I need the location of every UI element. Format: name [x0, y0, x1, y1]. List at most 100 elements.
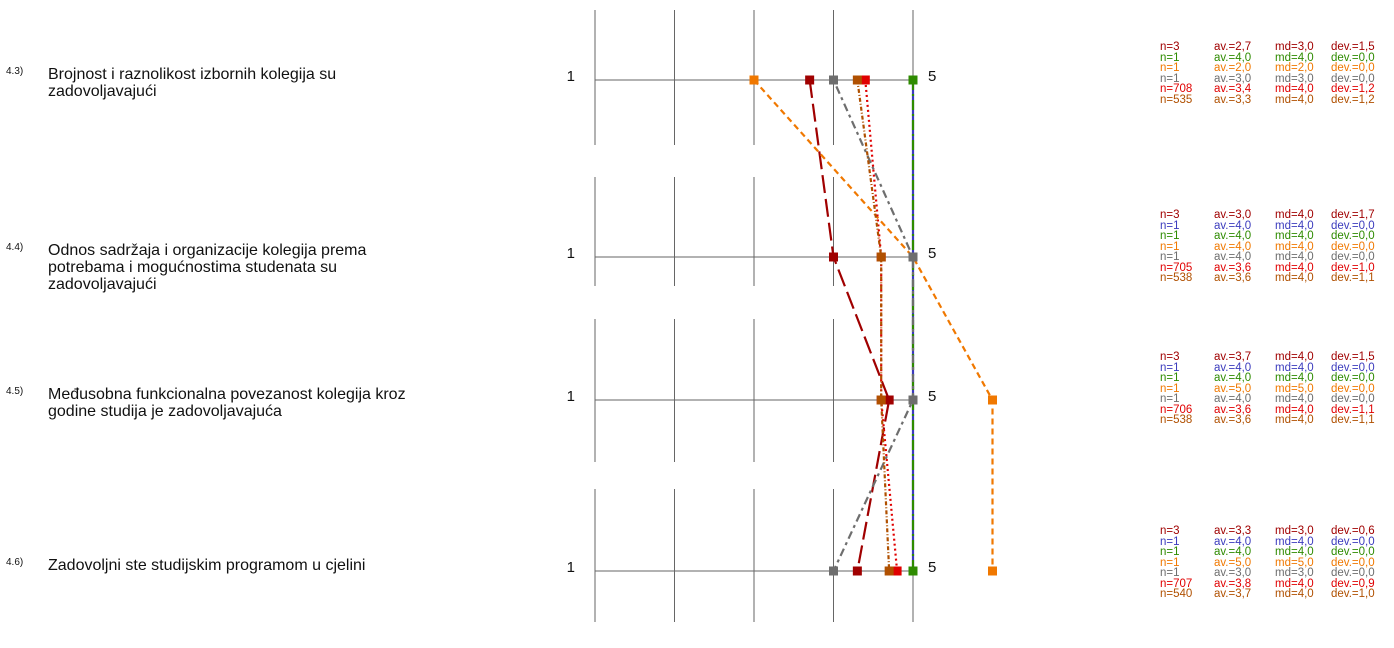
- stat-deviation: dev.=0,0: [1331, 219, 1375, 232]
- stat-average: av.=4,0: [1214, 219, 1252, 232]
- stat-deviation: dev.=0,0: [1331, 361, 1375, 374]
- stats-block: n=3 av.=3,3 md=3,0 dev.=0,6 n=1 av.=4,0 md=4,0…: [1160, 526, 1381, 600]
- question-number: 4.3): [6, 66, 24, 77]
- question-text: Međusobna funkcionalna povezanost kolegi…: [48, 386, 406, 420]
- series-marker: [908, 75, 918, 85]
- stat-median: md=4,0: [1275, 403, 1314, 416]
- stats-line: n=1 av.=4,0 md=4,0 dev.=0,0: [1160, 373, 1381, 384]
- stats-block: n=3 av.=2,7 md=3,0 dev.=1,5 n=1 av.=4,0 md=4,0…: [1160, 42, 1381, 105]
- stat-average: av.=4,0: [1214, 230, 1252, 242]
- question-number: 4.4): [6, 242, 24, 253]
- question-text: Brojnost i raznolikost izbornih kolegija…: [48, 66, 337, 100]
- series-line: [856, 79, 891, 572]
- stat-median: md=4,0: [1275, 219, 1314, 232]
- stat-median: md=4,0: [1275, 230, 1314, 242]
- stat-average: av.=3,0: [1214, 72, 1252, 85]
- stat-n: n=1: [1160, 556, 1180, 569]
- stat-deviation: dev.=0,0: [1331, 72, 1375, 85]
- stat-average: av.=3,0: [1214, 209, 1252, 221]
- stat-n: n=3: [1160, 209, 1180, 221]
- series-marker: [892, 566, 902, 576]
- stat-n: n=1: [1160, 567, 1180, 579]
- stats-line: n=1 av.=4,0 md=4,0 dev.=0,0: [1160, 394, 1381, 405]
- stat-n: n=1: [1160, 240, 1180, 253]
- stats-line: n=540 av.=3,7 md=4,0 dev.=1,0: [1160, 589, 1381, 600]
- stat-average: av.=3,7: [1214, 351, 1252, 363]
- stat-deviation: dev.=0,0: [1331, 372, 1375, 384]
- stat-n: n=1: [1160, 382, 1180, 395]
- stat-median: md=4,0: [1275, 51, 1314, 64]
- stat-average: av.=3,3: [1214, 93, 1252, 106]
- series-marker: [988, 395, 997, 405]
- stat-median: md=4,0: [1275, 251, 1314, 263]
- stats-line: n=3 av.=3,0 md=4,0 dev.=1,7: [1160, 210, 1381, 221]
- stats-line: n=706 av.=3,6 md=4,0 dev.=1,1: [1160, 403, 1381, 416]
- stat-n: n=707: [1160, 577, 1193, 590]
- stat-n: n=535: [1160, 93, 1193, 106]
- stat-n: n=1: [1160, 219, 1180, 232]
- stat-deviation: dev.=1,1: [1331, 272, 1375, 284]
- stats-line: n=705 av.=3,6 md=4,0 dev.=1,0: [1160, 261, 1381, 274]
- stat-average: av.=5,0: [1214, 382, 1252, 395]
- stat-median: md=3,0: [1275, 567, 1314, 579]
- stat-n: n=1: [1160, 535, 1180, 548]
- stats-line: n=1 av.=3,0 md=3,0 dev.=0,0: [1160, 72, 1381, 85]
- stat-average: av.=3,7: [1214, 588, 1252, 600]
- stats-line: n=538 av.=3,6 md=4,0 dev.=1,1: [1160, 415, 1381, 426]
- stat-median: md=4,0: [1275, 351, 1314, 363]
- stat-n: n=538: [1160, 272, 1193, 284]
- stat-deviation: dev.=1,5: [1331, 41, 1375, 53]
- stat-deviation: dev.=1,1: [1331, 403, 1375, 416]
- stats-line: n=1 av.=4,0 md=4,0 dev.=0,0: [1160, 51, 1381, 64]
- series-marker: [852, 75, 862, 85]
- stat-average: av.=4,0: [1214, 535, 1252, 548]
- stats-line: n=1 av.=4,0 md=4,0 dev.=0,0: [1160, 240, 1381, 253]
- stat-n: n=1: [1160, 72, 1180, 85]
- stat-median: md=4,0: [1275, 93, 1314, 106]
- series-marker: [749, 75, 759, 85]
- stat-average: av.=4,0: [1214, 240, 1252, 253]
- question-text: Zadovoljni ste studijskim programom u cj…: [48, 557, 366, 574]
- stat-average: av.=4,0: [1214, 546, 1252, 558]
- stat-n: n=1: [1160, 62, 1180, 74]
- scale-min-label: 1: [567, 68, 575, 85]
- stat-deviation: dev.=0,0: [1331, 240, 1375, 253]
- scale-min-label: 1: [567, 559, 575, 576]
- stat-deviation: dev.=1,1: [1331, 414, 1375, 426]
- stat-median: md=4,0: [1275, 535, 1314, 548]
- series-marker: [829, 566, 838, 576]
- stat-n: n=1: [1160, 361, 1180, 374]
- stat-median: md=4,0: [1275, 393, 1314, 405]
- question-text: Odnos sadržaja i organizacije kolegija p…: [48, 242, 367, 293]
- stat-n: n=540: [1160, 588, 1193, 600]
- series-marker: [860, 75, 870, 85]
- stat-average: av.=3,6: [1214, 403, 1252, 416]
- stat-average: av.=4,0: [1214, 251, 1252, 263]
- stat-deviation: dev.=0,9: [1331, 577, 1375, 590]
- stats-line: n=1 av.=4,0 md=4,0 dev.=0,0: [1160, 361, 1381, 374]
- stats-line: n=3 av.=3,3 md=3,0 dev.=0,6: [1160, 526, 1381, 537]
- scale-max-label: 5: [928, 245, 936, 262]
- stat-median: md=3,0: [1275, 525, 1314, 537]
- stat-n: n=1: [1160, 372, 1180, 384]
- series-line: [832, 79, 915, 572]
- stat-average: av.=2,7: [1214, 41, 1252, 53]
- stat-deviation: dev.=0,0: [1331, 556, 1375, 569]
- stat-average: av.=4,0: [1214, 372, 1252, 384]
- stats-line: n=707 av.=3,8 md=4,0 dev.=0,9: [1160, 577, 1381, 590]
- stat-deviation: dev.=0,0: [1331, 51, 1375, 64]
- stat-n: n=1: [1160, 546, 1180, 558]
- stat-deviation: dev.=0,0: [1331, 393, 1375, 405]
- stats-line: n=538 av.=3,6 md=4,0 dev.=1,1: [1160, 273, 1381, 284]
- stat-median: md=2,0: [1275, 62, 1314, 74]
- stat-n: n=705: [1160, 261, 1193, 274]
- stats-line: n=3 av.=3,7 md=4,0 dev.=1,5: [1160, 352, 1381, 363]
- stat-deviation: dev.=0,0: [1331, 567, 1375, 579]
- stat-n: n=1: [1160, 230, 1180, 242]
- stats-line: n=1 av.=4,0 md=4,0 dev.=0,0: [1160, 219, 1381, 232]
- series-marker: [852, 566, 862, 576]
- stat-deviation: dev.=0,0: [1331, 535, 1375, 548]
- stats-line: n=1 av.=4,0 md=4,0 dev.=0,0: [1160, 252, 1381, 263]
- stat-median: md=5,0: [1275, 382, 1314, 395]
- stats-line: n=1 av.=4,0 md=4,0 dev.=0,0: [1160, 231, 1381, 242]
